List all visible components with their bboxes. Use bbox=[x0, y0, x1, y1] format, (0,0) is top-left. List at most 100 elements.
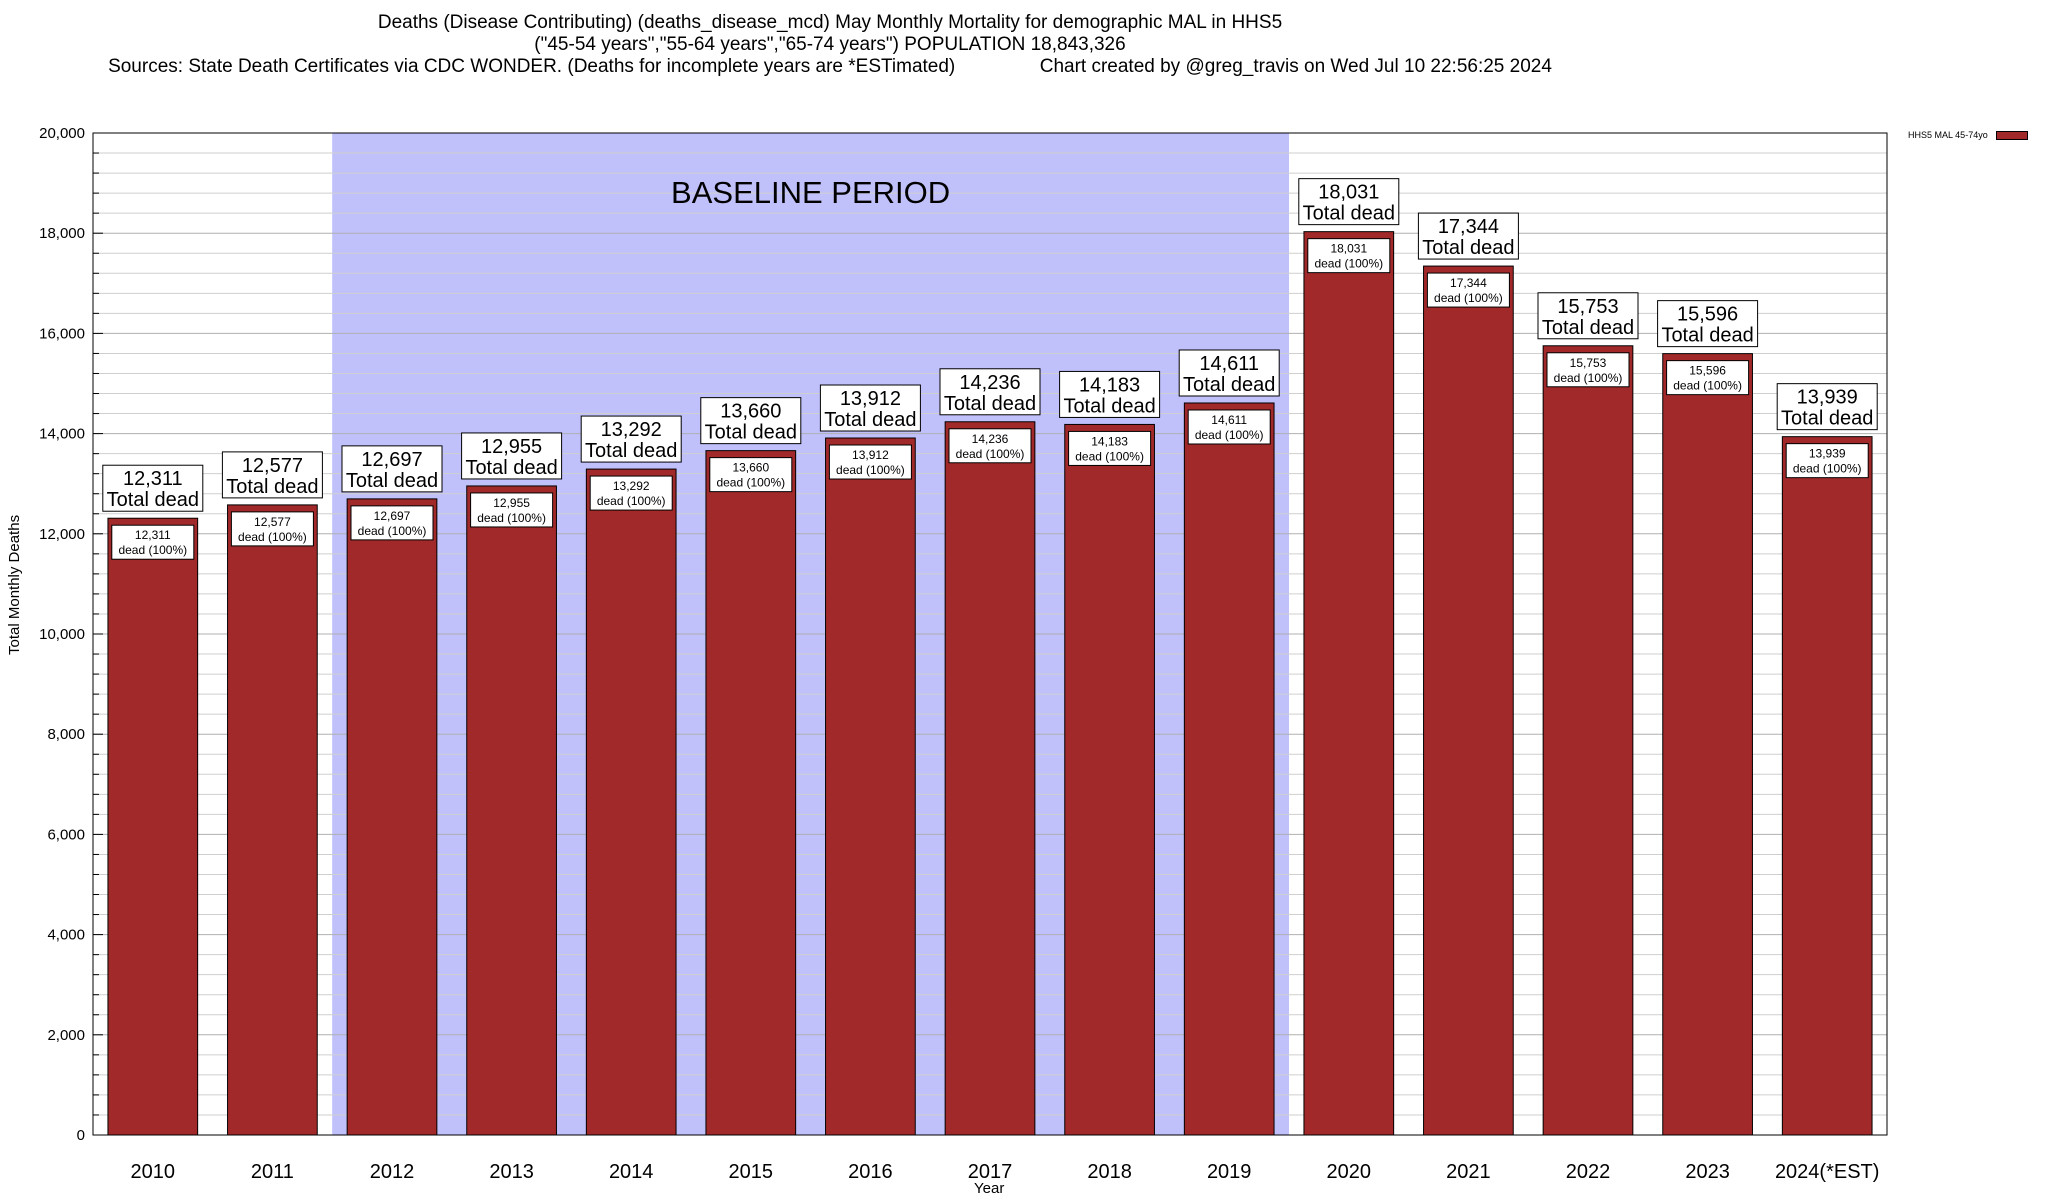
title-line-1: Deaths (Disease Contributing) (deaths_di… bbox=[377, 12, 1283, 33]
top-label-value: 17,344 bbox=[1438, 216, 1499, 238]
top-label-box bbox=[819, 384, 921, 432]
top-label-box bbox=[700, 397, 802, 445]
bar bbox=[1064, 423, 1155, 1136]
inner-label-pct: dead (100%) bbox=[836, 463, 905, 477]
top-label-box bbox=[102, 464, 204, 512]
inner-label-pct: dead (100%) bbox=[956, 447, 1025, 461]
top-label-total: Total dead bbox=[1542, 317, 1634, 339]
top-label-total: Total dead bbox=[705, 422, 797, 444]
top-label-total: Total dead bbox=[585, 440, 677, 462]
bar bbox=[1423, 265, 1514, 1136]
top-label-value: 15,596 bbox=[1677, 304, 1738, 326]
top-label-value: 14,236 bbox=[959, 372, 1020, 394]
chart-titles: Deaths (Disease Contributing) (deaths_di… bbox=[0, 12, 1660, 78]
inner-label-value: 15,753 bbox=[1570, 356, 1607, 370]
top-label-total: Total dead bbox=[346, 470, 438, 492]
inner-label-value: 12,697 bbox=[374, 509, 411, 523]
inner-label-box bbox=[1426, 272, 1510, 308]
inner-label-box bbox=[470, 492, 554, 528]
top-label-total: Total dead bbox=[1661, 325, 1753, 347]
inner-label-value: 15,596 bbox=[1689, 364, 1726, 378]
x-tick-label: 2022 bbox=[1566, 1161, 1611, 1183]
top-label-value: 18,031 bbox=[1318, 182, 1379, 204]
y-tick-label: 10,000 bbox=[39, 626, 85, 643]
top-label-box bbox=[580, 415, 682, 463]
y-tick-label: 8,000 bbox=[47, 726, 85, 743]
title-line-3: Sources: State Death Certificates via CD… bbox=[108, 56, 1552, 77]
top-label-box bbox=[461, 432, 563, 480]
y-tick-label: 0 bbox=[77, 1127, 85, 1144]
inner-label-pct: dead (100%) bbox=[716, 476, 785, 490]
top-label-total: Total dead bbox=[1063, 395, 1155, 417]
top-label-box bbox=[1178, 349, 1280, 397]
x-tick-label: 2014 bbox=[609, 1161, 654, 1183]
inner-label-pct: dead (100%) bbox=[238, 530, 307, 544]
inner-label-box bbox=[230, 511, 314, 547]
y-axis-label: Total Monthly Deaths bbox=[6, 514, 23, 655]
top-label-box bbox=[939, 368, 1041, 416]
inner-label-box bbox=[828, 444, 912, 480]
x-tick-label: 2017 bbox=[968, 1161, 1013, 1183]
inner-label-pct: dead (100%) bbox=[597, 494, 666, 508]
inner-label-box bbox=[350, 505, 434, 541]
inner-label-value: 12,955 bbox=[493, 496, 530, 510]
y-tick-label: 16,000 bbox=[39, 325, 85, 342]
top-label-total: Total dead bbox=[944, 393, 1036, 415]
baseline-period-label: BASELINE PERIOD bbox=[671, 175, 950, 210]
inner-label-value: 14,611 bbox=[1211, 413, 1247, 427]
bar bbox=[1662, 353, 1753, 1136]
top-label-box bbox=[1657, 300, 1759, 348]
bar bbox=[944, 421, 1036, 1136]
inner-label-box bbox=[589, 475, 673, 511]
y-tick-label: 18,000 bbox=[39, 225, 85, 242]
bar bbox=[1183, 402, 1275, 1136]
top-label-box bbox=[221, 451, 323, 499]
top-label-value: 13,912 bbox=[840, 388, 901, 410]
bar bbox=[1542, 345, 1634, 1136]
x-axis-label: Year bbox=[974, 1180, 1005, 1197]
inner-label-pct: dead (100%) bbox=[477, 511, 546, 525]
inner-label-value: 14,236 bbox=[972, 432, 1009, 446]
inner-label-pct: dead (100%) bbox=[1075, 449, 1144, 463]
x-tick-label: 2010 bbox=[131, 1161, 176, 1183]
bar bbox=[466, 485, 557, 1136]
inner-label-pct: dead (100%) bbox=[1554, 371, 1623, 385]
top-label-value: 13,660 bbox=[720, 401, 781, 423]
top-label-total: Total dead bbox=[1303, 203, 1395, 225]
inner-label-pct: dead (100%) bbox=[118, 543, 187, 557]
legend-label: HHS5 MAL 45-74yo bbox=[1908, 130, 1988, 140]
inner-label-value: 14,183 bbox=[1091, 434, 1128, 448]
inner-label-box bbox=[1307, 238, 1391, 274]
inner-label-pct: dead (100%) bbox=[1793, 462, 1862, 476]
top-label-box bbox=[1298, 178, 1400, 226]
inner-label-box bbox=[1785, 443, 1869, 479]
inner-label-value: 13,292 bbox=[613, 479, 650, 493]
bar bbox=[1303, 231, 1395, 1136]
inner-label-value: 13,912 bbox=[852, 448, 889, 462]
top-label-value: 13,939 bbox=[1797, 387, 1858, 409]
inner-label-value: 17,344 bbox=[1450, 276, 1487, 290]
x-tick-label: 2019 bbox=[1207, 1161, 1252, 1183]
y-tick-label: 6,000 bbox=[47, 826, 85, 843]
y-tick-label: 4,000 bbox=[47, 927, 85, 944]
top-label-total: Total dead bbox=[824, 409, 916, 431]
top-label-total: Total dead bbox=[226, 476, 318, 498]
top-label-box bbox=[1417, 212, 1519, 260]
x-tick-label: 2023 bbox=[1685, 1161, 1730, 1183]
inner-label-box bbox=[1546, 352, 1630, 388]
x-tick-label: 2024(*EST) bbox=[1775, 1161, 1880, 1183]
y-tick-label: 2,000 bbox=[47, 1027, 85, 1044]
x-tick-label: 2018 bbox=[1087, 1161, 1132, 1183]
x-tick-label: 2011 bbox=[251, 1161, 294, 1183]
inner-label-value: 18,031 bbox=[1330, 242, 1367, 256]
top-label-total: Total dead bbox=[1183, 374, 1275, 396]
y-tick-label: 12,000 bbox=[39, 526, 85, 543]
bar bbox=[825, 437, 916, 1136]
bar bbox=[1781, 436, 1873, 1136]
top-label-box bbox=[1776, 383, 1878, 431]
inner-label-value: 13,660 bbox=[732, 461, 769, 475]
top-label-box bbox=[1537, 292, 1639, 340]
top-label-value: 12,697 bbox=[361, 449, 422, 471]
bar bbox=[227, 504, 318, 1136]
